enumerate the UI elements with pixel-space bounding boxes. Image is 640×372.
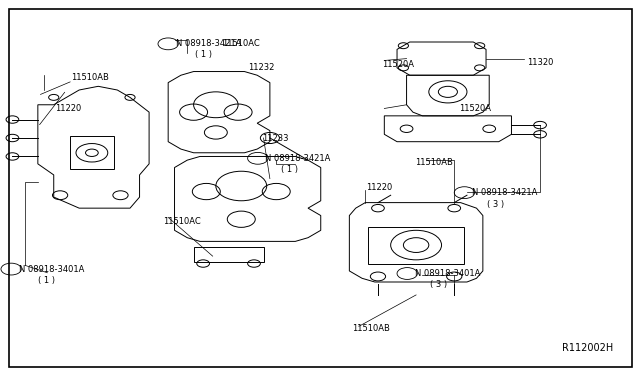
Text: ( 1 ): ( 1 ): [282, 165, 298, 174]
Text: 11220: 11220: [367, 183, 393, 192]
Text: ( 1 ): ( 1 ): [38, 276, 55, 285]
Text: R112002H: R112002H: [563, 343, 614, 353]
Text: N 08918-3401A: N 08918-3401A: [19, 264, 84, 273]
Bar: [70, 136, 114, 169]
Text: N 08918-3421A: N 08918-3421A: [266, 154, 331, 163]
Text: ( 3 ): ( 3 ): [487, 200, 504, 209]
Text: ( 1 ): ( 1 ): [195, 51, 212, 60]
Text: N 08918-3421A: N 08918-3421A: [472, 188, 538, 197]
Text: 11232: 11232: [248, 63, 274, 72]
Text: 11320: 11320: [527, 58, 554, 67]
Text: 11220: 11220: [55, 104, 81, 113]
Text: N 08918-3421A: N 08918-3421A: [176, 39, 241, 48]
Bar: [193, 247, 264, 262]
Text: 11510AB: 11510AB: [72, 73, 109, 81]
Text: 11520A: 11520A: [460, 104, 492, 113]
Text: 11510AB: 11510AB: [415, 157, 452, 167]
Text: 11510AC: 11510AC: [222, 39, 260, 48]
Text: 11510AC: 11510AC: [163, 217, 201, 225]
Bar: [369, 227, 464, 263]
Text: 11510AB: 11510AB: [353, 324, 390, 333]
Text: 11520A: 11520A: [382, 60, 414, 69]
Text: ( 3 ): ( 3 ): [430, 280, 447, 289]
Text: N 08918-3401A: N 08918-3401A: [415, 269, 480, 278]
Text: 11233: 11233: [262, 134, 289, 142]
